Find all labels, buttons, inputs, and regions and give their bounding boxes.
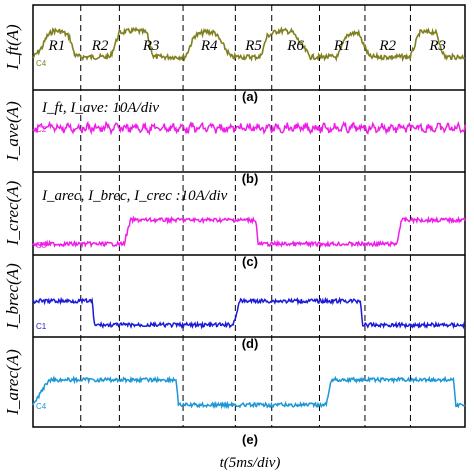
panel-label-a: (a) [242, 89, 258, 104]
x-axis-label: t(5ms/div) [220, 455, 281, 471]
ylabel-e: I_arec(A) [3, 349, 22, 416]
region-dividers [80, 5, 411, 427]
waveform-d [32, 296, 466, 330]
region-label-4: R5 [244, 38, 262, 54]
channel-tag-c: C3 [36, 241, 47, 250]
plot-frame [32, 4, 466, 428]
channel-tag-e: C4 [36, 402, 47, 411]
region-label-6: R1 [333, 38, 351, 54]
ylabel-a: I_ft(A) [3, 24, 22, 71]
panel-separators [33, 89, 465, 338]
channel-tag-d: C1 [36, 322, 47, 331]
region-label-8: R3 [428, 38, 446, 54]
channel-tag-a: C4 [36, 59, 47, 68]
ylabel-d: I_brec(A) [3, 263, 22, 330]
region-label-7: R2 [378, 38, 396, 54]
ylabel-c: I_crec(A) [3, 180, 22, 246]
region-label-0: R1 [48, 38, 66, 54]
annotation-c: I_arec, I_brec, I_crec :10A/div [41, 188, 228, 204]
region-label-1: R2 [91, 38, 109, 54]
waveforms: C4 C2 C3 C1 C4 [32, 26, 466, 411]
region-label-3: R4 [200, 38, 218, 54]
panel-label-b: (b) [242, 171, 259, 186]
ylabel-b: I_ave(A) [3, 101, 22, 162]
annotation-b: I_ft, I_ave: 10A/div [41, 100, 159, 116]
waveform-c [32, 215, 466, 249]
waveform-e [32, 375, 466, 410]
waveform-b [32, 120, 466, 136]
waveform-a [32, 26, 466, 63]
panel-label-c: (c) [242, 254, 258, 269]
panel-label-d: (d) [242, 336, 259, 351]
region-labels: R1 R2 R3 R4 R5 R6 R1 R2 R3 [48, 38, 447, 54]
region-label-5: R6 [286, 38, 304, 54]
region-label-2: R3 [142, 38, 160, 54]
channel-tag-b: C2 [36, 125, 47, 134]
panel-label-e: (e) [242, 432, 258, 447]
